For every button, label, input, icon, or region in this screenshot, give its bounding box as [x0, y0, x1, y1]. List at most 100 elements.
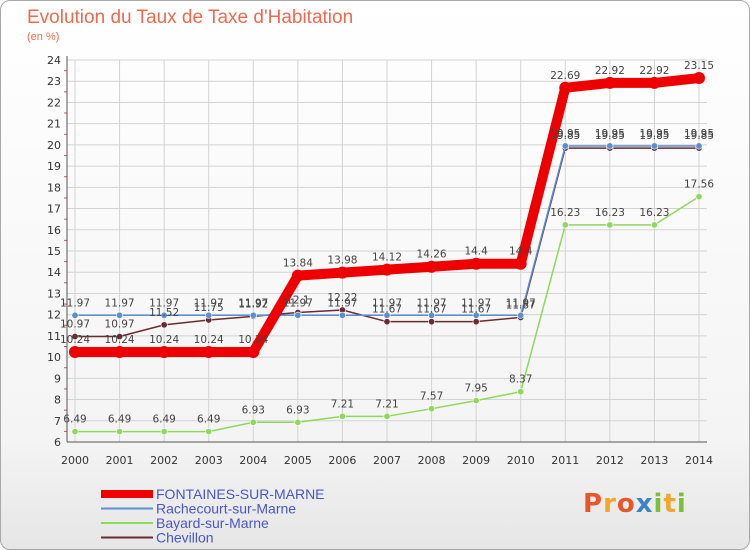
- data-point: [71, 333, 79, 341]
- data-label: 19.95: [595, 128, 625, 140]
- data-label: 11.67: [417, 304, 447, 316]
- data-point: [160, 311, 168, 319]
- legend-label: Chevillon: [156, 530, 214, 546]
- y-tick-label: 20: [47, 139, 61, 152]
- y-tick-label: 17: [47, 203, 61, 216]
- legend: FONTAINES-SUR-MARNERachecourt-sur-MarneB…: [101, 486, 325, 546]
- data-point: [517, 388, 525, 396]
- y-tick-label: 7: [54, 415, 61, 428]
- x-tick-label: 2010: [507, 454, 535, 467]
- x-tick-label: 2013: [640, 454, 668, 467]
- y-tick-label: 8: [54, 394, 61, 407]
- data-label: 19.85: [639, 130, 669, 142]
- y-tick-label: 15: [47, 245, 61, 258]
- data-point: [158, 346, 171, 359]
- data-point: [693, 72, 705, 85]
- data-label: 10.24: [60, 334, 90, 346]
- x-tick-label: 2009: [462, 454, 490, 467]
- data-point: [428, 311, 436, 319]
- proxiti-logo: Proxiti: [583, 489, 687, 519]
- data-point: [160, 321, 168, 329]
- logo-letter: i: [653, 489, 664, 519]
- data-label: 11.67: [461, 304, 491, 316]
- data-label: 11.87: [506, 299, 536, 311]
- data-label: 14.4: [509, 246, 533, 258]
- x-tick-label: 2007: [373, 454, 401, 467]
- legend-label: Rachecourt-sur-Marne: [156, 501, 296, 517]
- x-tick-label: 2011: [551, 454, 579, 467]
- data-label: 19.95: [684, 128, 714, 140]
- x-tick-label: 2012: [596, 454, 624, 467]
- y-tick-label: 6: [54, 436, 61, 449]
- data-point: [559, 81, 572, 94]
- data-label: 22.69: [550, 70, 580, 82]
- x-tick-label: 2005: [284, 454, 312, 467]
- data-point: [116, 333, 124, 341]
- data-label: 22.92: [595, 65, 625, 77]
- grid: [67, 59, 707, 443]
- data-point: [606, 221, 614, 229]
- data-label: 19.85: [684, 130, 714, 142]
- x-tick-label: 2004: [239, 454, 267, 467]
- y-tick-label: 11: [47, 330, 61, 343]
- data-label: 11.97: [60, 297, 90, 309]
- data-point: [116, 311, 124, 319]
- y-tick-label: 22: [47, 96, 61, 109]
- data-point: [69, 346, 81, 359]
- data-point: [383, 311, 391, 319]
- chart-subtitle: (en %): [27, 31, 60, 43]
- data-label: 10.24: [238, 334, 268, 346]
- y-tick-label: 21: [47, 118, 61, 131]
- data-label: 11.97: [372, 297, 402, 309]
- data-label: 7.21: [331, 398, 354, 410]
- data-point: [428, 318, 436, 326]
- data-label: 11.97: [105, 297, 135, 309]
- data-label: 11.97: [149, 297, 179, 309]
- legend-label: Bayard-sur-Marne: [156, 515, 269, 531]
- logo-letter: x: [635, 489, 654, 519]
- data-label: 12.22: [327, 292, 357, 304]
- logo-letter: r: [603, 489, 617, 519]
- data-point: [472, 311, 480, 319]
- data-point: [470, 257, 483, 270]
- data-point: [695, 142, 703, 150]
- data-point: [650, 221, 658, 229]
- data-label: 11.67: [372, 304, 402, 316]
- chart-title: Evolution du Taux de Taxe d'Habitation: [27, 7, 354, 28]
- data-label: 10.97: [105, 319, 135, 331]
- data-point: [695, 193, 703, 201]
- data-label: 12.1: [286, 295, 309, 307]
- data-point: [603, 76, 616, 89]
- data-label: 14.12: [372, 252, 402, 264]
- axes: 6 7 8 9 10 11 12 13 14 15 16 17 18 19 20 21 22 23 24 2000 20…: [47, 54, 713, 467]
- data-point: [338, 311, 346, 319]
- data-point: [383, 412, 391, 420]
- data-label: 11.92: [238, 298, 268, 310]
- data-label: 22.92: [639, 65, 669, 77]
- data-point: [71, 311, 79, 319]
- data-point: [249, 418, 257, 426]
- data-point: [517, 311, 525, 319]
- data-point: [561, 221, 569, 229]
- data-label: 7.21: [375, 398, 398, 410]
- data-point: [71, 428, 79, 436]
- logo-letter: i: [676, 489, 687, 519]
- data-label: 10.24: [194, 334, 224, 346]
- data-point: [514, 257, 527, 270]
- logo-letter: o: [616, 489, 636, 519]
- data-label: 13.98: [327, 255, 357, 267]
- y-tick-label: 9: [54, 372, 61, 385]
- data-label: 11.97: [461, 297, 491, 309]
- y-tick-label: 23: [47, 75, 61, 88]
- data-label: 10.97: [60, 319, 90, 331]
- x-tick-label: 2002: [150, 454, 178, 467]
- data-label: 19.85: [595, 130, 625, 142]
- data-label: 23.15: [684, 60, 714, 72]
- data-point: [205, 311, 213, 319]
- data-label: 6.49: [108, 414, 131, 426]
- data-label: 19.95: [639, 128, 669, 140]
- data-label: 6.93: [286, 404, 309, 416]
- data-label: 13.84: [283, 258, 313, 270]
